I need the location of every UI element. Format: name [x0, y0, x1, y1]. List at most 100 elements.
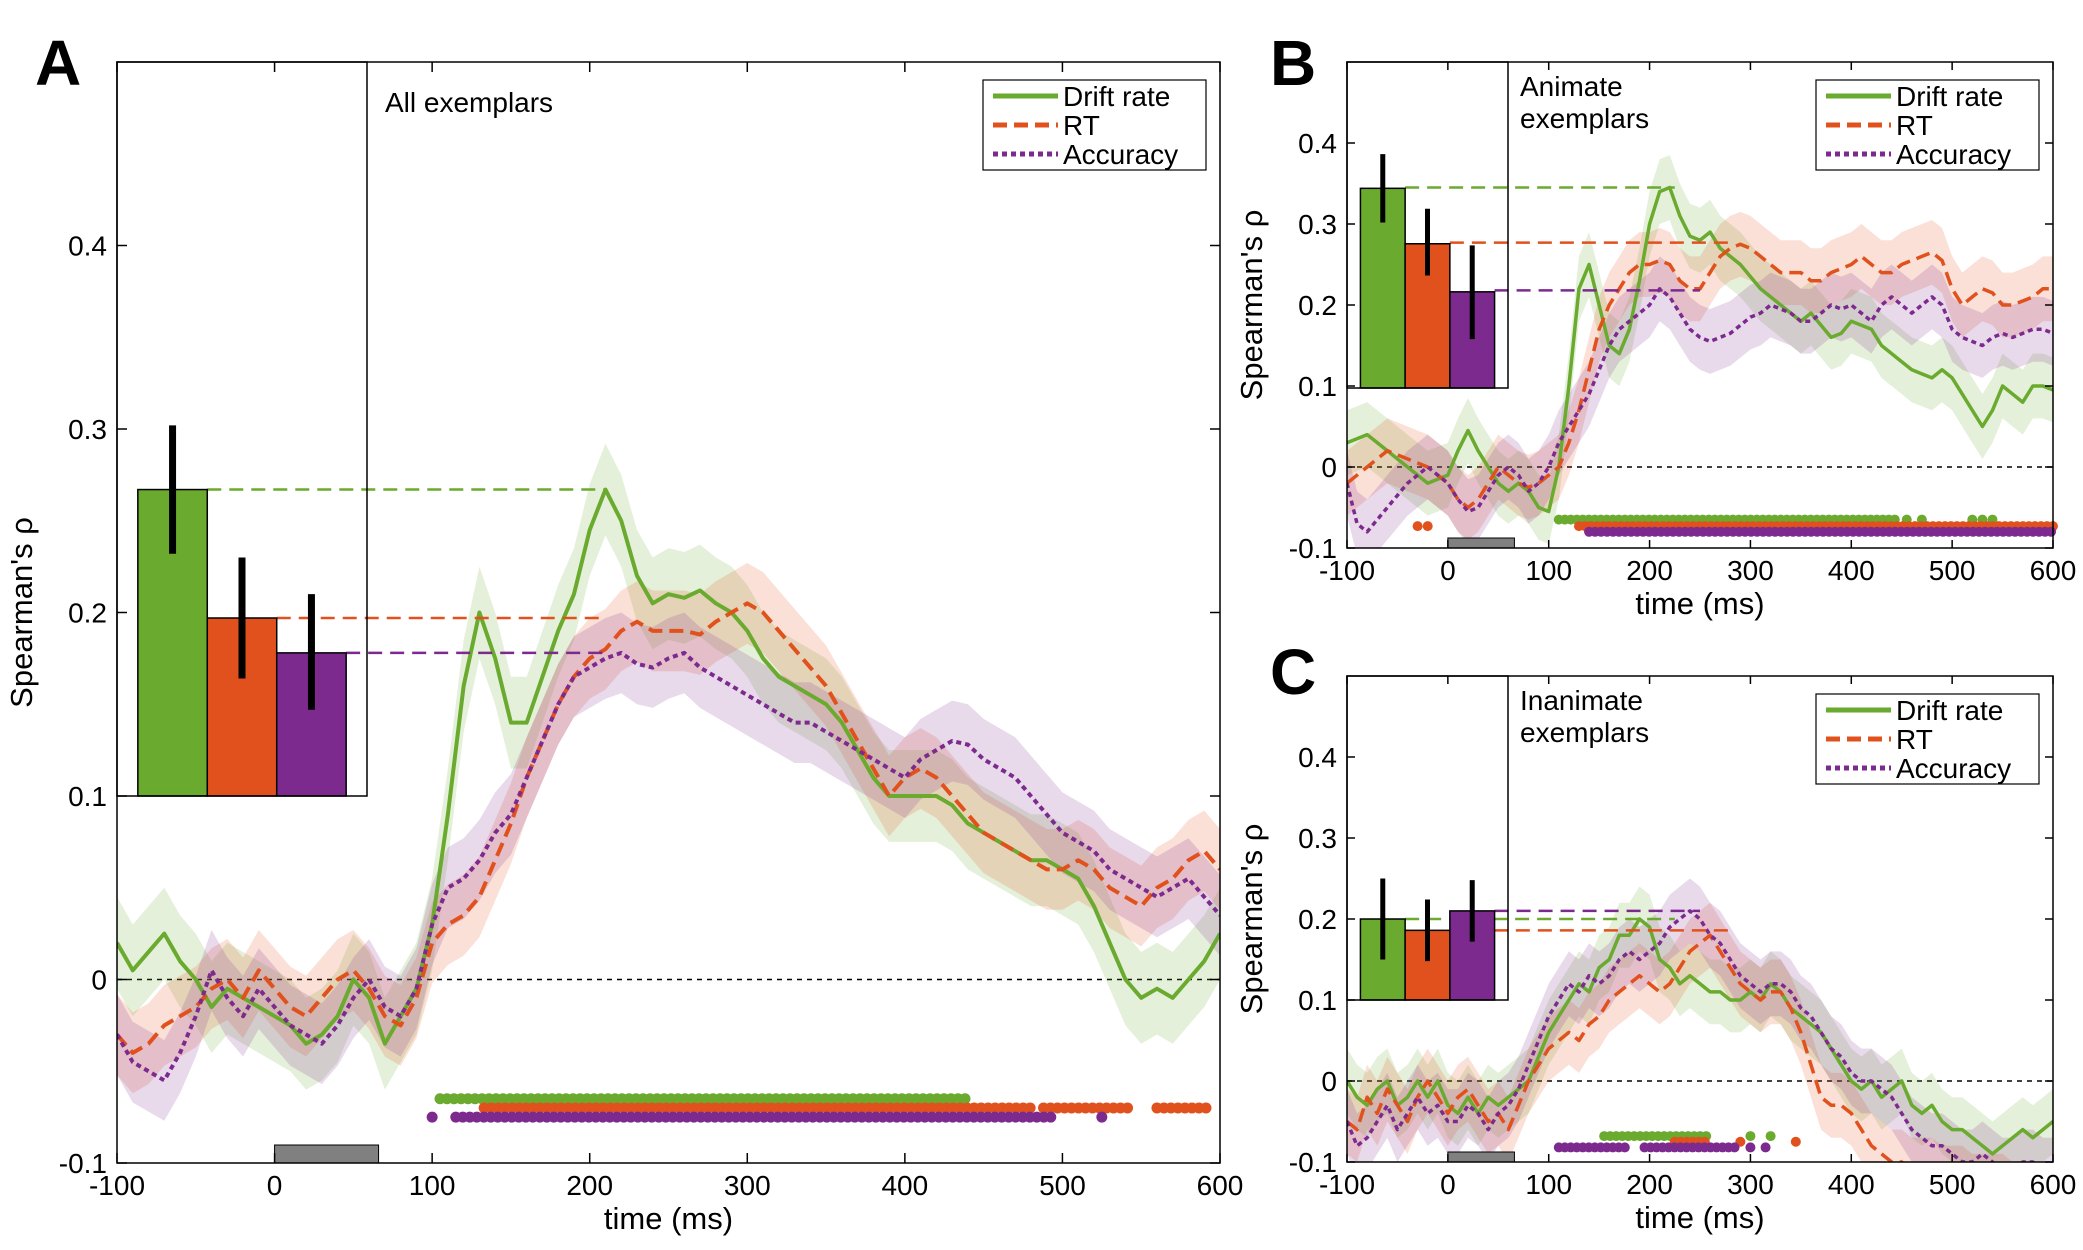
panel-c-y-tick-label: 0.1	[1298, 985, 1337, 1016]
panel-b-x-tick-label: 500	[1929, 555, 1976, 586]
panel-b-x-tick-label: 400	[1828, 555, 1875, 586]
panel-a-y-tick-label: 0.3	[68, 414, 107, 445]
panel-c-y-tick-label: 0.4	[1298, 742, 1337, 773]
panel-b-y-tick-label: 0.1	[1298, 371, 1337, 402]
panel-b-x-tick-label: 200	[1626, 555, 1673, 586]
panel-a-plot-area	[117, 443, 1220, 1121]
panel-a-accuracy-sig-dot	[1096, 1111, 1108, 1123]
panel-c-x-tick-label: -100	[1319, 1169, 1375, 1200]
panel-b-y-tick-label: 0.3	[1298, 209, 1337, 240]
panel-b-subtitle-line: exemplars	[1520, 103, 1649, 134]
panel-b-rt-sig-dot	[1412, 521, 1423, 532]
panel-c-legend-label-accuracy: Accuracy	[1896, 753, 2011, 784]
panel-a-x-tick-label: 300	[724, 1170, 771, 1201]
panel-a-x-axis-label: time (ms)	[604, 1201, 733, 1236]
panel-a-accuracy-significance	[426, 1111, 1108, 1123]
panel-b-rt-ci-band	[1347, 211, 2053, 540]
panel-b-accuracy-ci-band	[1347, 256, 2053, 548]
panel-a-x-tick-label: 200	[566, 1170, 613, 1201]
panel-a-y-axis-label: Spearman's ρ	[4, 517, 39, 708]
panel-c-x-tick-label: 200	[1626, 1169, 1673, 1200]
panel-b-y-tick-label: 0	[1321, 452, 1337, 483]
panel-b-x-tick-label: 100	[1525, 555, 1572, 586]
panel-a-y-tick-label: 0.1	[68, 781, 107, 812]
panel-b-x-tick-label: 0	[1440, 555, 1456, 586]
panel-a-stimulus-bar	[274, 1144, 380, 1164]
panel-c-accuracy-sig-dot	[1729, 1142, 1740, 1153]
panel-b-rt-sig-dot	[1422, 521, 1433, 532]
panel-a-rt-ci-band	[117, 562, 1220, 1094]
panel-a-rt-sig-dot	[1024, 1102, 1036, 1114]
panel-b-stimulus-bar	[1447, 537, 1515, 549]
panel-b-y-tick-label: 0.4	[1298, 128, 1337, 159]
panel-a-x-tick-label: 400	[881, 1170, 928, 1201]
panel-a-subtitle-line: All exemplars	[385, 87, 553, 118]
panel-b-rt-line	[1347, 242, 2053, 510]
panel-c-rt-sig-dot	[1790, 1136, 1801, 1147]
panel-a-x-tick-label: 0	[267, 1170, 283, 1201]
panel-a-y-tick-label: 0.2	[68, 598, 107, 629]
panel-c-legend-label-drift-rate: Drift rate	[1896, 695, 2003, 726]
panel-a-legend-label-rt: RT	[1063, 110, 1100, 141]
panel-a-y-tick-label: 0.4	[68, 231, 107, 262]
panel-c: -100 0 100 200 300 400 500 600 -0.1 0 0.1 0.2 0.3 0.4…	[1234, 675, 2076, 1235]
panel-c-y-tick-label: 0	[1321, 1066, 1337, 1097]
panel-a-legend-label-accuracy: Accuracy	[1063, 139, 1178, 170]
panel-c-y-tick-label: -0.1	[1289, 1147, 1337, 1178]
panel-b-x-tick-label: -100	[1319, 555, 1375, 586]
panel-c-inset-bar-chart	[1346, 675, 1736, 1001]
panel-a-y-tick-label: -0.1	[59, 1148, 107, 1179]
panel-b-accuracy-line	[1347, 287, 2053, 534]
panel-a-rt-line	[117, 601, 1220, 1055]
panel-b: -100 0 100 200 300 400 500 600 -0.1 0 0.1 0.2 0.3 0.4…	[1234, 61, 2076, 621]
panel-b-y-tick-label: -0.1	[1289, 533, 1337, 564]
panel-a-accuracy-line	[117, 650, 1220, 1083]
panel-b-x-axis-label: time (ms)	[1635, 586, 1764, 621]
panel-a-drift-rate-significance	[434, 1093, 971, 1105]
panel-b-accuracy-significance	[1584, 526, 2057, 537]
panel-a-x-tick-label: 600	[1197, 1170, 1244, 1201]
panel-b-subtitle-line: Animate	[1520, 71, 1623, 102]
panel-c-subtitle-line: Inanimate	[1520, 685, 1643, 716]
panel-b-y-tick-label: 0.2	[1298, 290, 1337, 321]
panel-b-inset-bar-chart	[1346, 61, 1736, 389]
panel-c-accuracy-significance	[1553, 1142, 1771, 1153]
panel-c-rt-line	[1347, 933, 1905, 1162]
panel-c-x-tick-label: 500	[1929, 1169, 1976, 1200]
panel-b-legend-label-drift-rate: Drift rate	[1896, 81, 2003, 112]
panel-c-plot-area	[1347, 878, 2053, 1162]
panel-c-y-tick-label: 0.2	[1298, 904, 1337, 935]
panel-a: -100 0 100 200 300 400 500 600 -0.1 0 0.1 0.2 0.3 0.4…	[4, 61, 1244, 1236]
panel-a-inset-bar-chart	[116, 61, 606, 797]
panel-c-x-tick-label: 400	[1828, 1169, 1875, 1200]
panel-b-legend-label-accuracy: Accuracy	[1896, 139, 2011, 170]
panel-c-drift-rate-sig-dot	[1765, 1131, 1776, 1142]
panel-a-accuracy-sig-dot	[1045, 1111, 1057, 1123]
panel-a-drift-rate-sig-dot	[959, 1093, 971, 1105]
panel-a-rt-sig-dot	[1122, 1102, 1134, 1114]
panel-a-x-tick-label: 100	[409, 1170, 456, 1201]
panel-a-legend-label-drift-rate: Drift rate	[1063, 81, 1170, 112]
panel-c-x-tick-label: 100	[1525, 1169, 1572, 1200]
panel-b-y-axis-label: Spearman's ρ	[1234, 210, 1269, 401]
panel-c-y-axis-label: Spearman's ρ	[1234, 824, 1269, 1015]
panel-c-y-tick-label: 0.3	[1298, 823, 1337, 854]
panel-a-rt-significance	[478, 1102, 1212, 1114]
panel-c-subtitle-line: exemplars	[1520, 717, 1649, 748]
panel-c-x-tick-label: 0	[1440, 1169, 1456, 1200]
panel-a-y-tick-label: 0	[91, 965, 107, 996]
panel-b-legend-label-rt: RT	[1896, 110, 1933, 141]
panel-a-accuracy-sig-dot	[426, 1111, 438, 1123]
panel-b-x-tick-label: 300	[1727, 555, 1774, 586]
panel-a-rt-sig-dot	[1200, 1102, 1212, 1114]
panel-c-drift-rate-line	[1347, 917, 2053, 1156]
panel-c-stimulus-bar	[1447, 1151, 1515, 1163]
panel-c-drift-rate-ci-band	[1347, 886, 2053, 1162]
panel-c-accuracy-sig-dot	[1619, 1142, 1630, 1153]
panel-c-legend-label-rt: RT	[1896, 724, 1933, 755]
panel-a-drift-rate-line	[117, 487, 1220, 1046]
panel-a-drift-rate-ci-band	[117, 443, 1220, 1090]
